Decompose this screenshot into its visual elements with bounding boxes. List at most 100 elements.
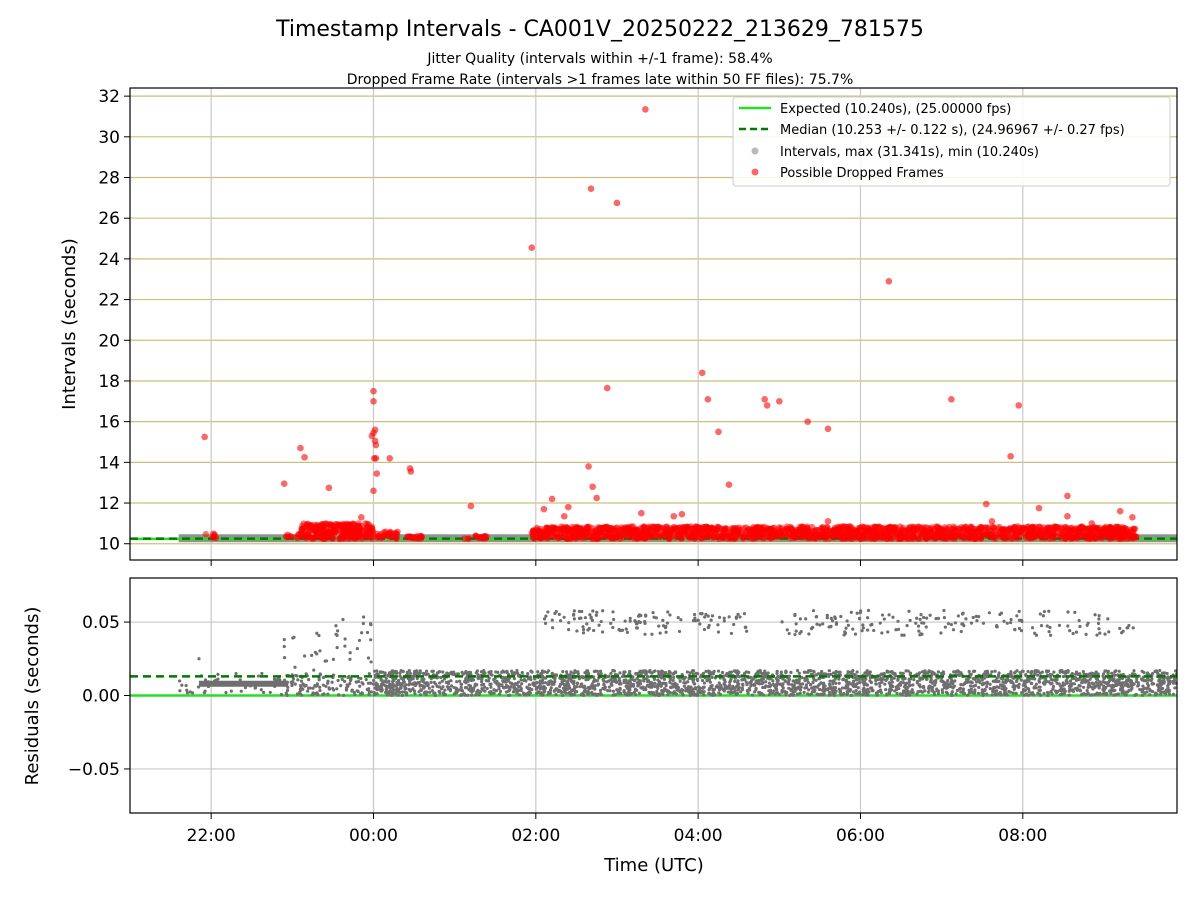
residual-point <box>405 670 409 674</box>
residual-point <box>700 690 704 694</box>
residual-point <box>995 689 999 693</box>
top-axes-frame <box>129 87 1178 561</box>
residual-point <box>449 679 453 683</box>
residual-point <box>885 692 889 696</box>
dropped-frame-point <box>372 454 380 462</box>
residual-point <box>1124 693 1128 697</box>
residual-point <box>759 671 763 675</box>
dropped-frame-point <box>715 535 723 542</box>
dropped-frame-point <box>467 502 475 510</box>
residual-point <box>741 682 745 686</box>
residual-point <box>1003 692 1007 697</box>
residual-point <box>878 684 882 688</box>
residual-point <box>1167 688 1171 693</box>
residual-point <box>1105 682 1109 686</box>
residual-point <box>335 687 339 691</box>
residual-point <box>803 686 807 690</box>
residual-point <box>1046 693 1050 698</box>
residual-point <box>275 677 280 682</box>
dropped-frame-point <box>773 530 780 537</box>
residual-point <box>797 677 801 681</box>
residual-point <box>716 669 721 673</box>
residual-point <box>598 669 603 673</box>
residual-point <box>1019 678 1023 682</box>
dropped-frame-point <box>1035 504 1043 512</box>
dropped-frame-point <box>1084 525 1091 533</box>
residual-point <box>438 681 442 685</box>
residual-point <box>921 685 926 689</box>
residual-point <box>1120 676 1125 681</box>
dropped-frame-point <box>1036 523 1043 531</box>
residual-point <box>666 610 670 614</box>
residual-point <box>811 680 815 685</box>
dropped-frame-point <box>407 468 415 475</box>
residual-point <box>542 685 546 689</box>
residual-point <box>831 671 836 675</box>
residual-point <box>391 676 395 681</box>
residual-point <box>696 672 700 676</box>
top-y-tick-label: 22 <box>98 291 120 311</box>
residual-point <box>349 677 353 682</box>
residual-point <box>561 690 566 694</box>
residual-point <box>272 677 277 681</box>
residual-point <box>966 693 970 697</box>
residual-point <box>657 680 661 684</box>
residual-point <box>368 681 373 685</box>
dropped-frame-point <box>1045 524 1052 531</box>
residual-point <box>875 692 879 696</box>
residual-point <box>918 678 922 682</box>
dropped-frame-point <box>672 525 680 532</box>
residual-point <box>976 691 981 695</box>
dropped-frame-point <box>578 526 586 533</box>
residual-point <box>384 676 388 681</box>
residual-point <box>1086 679 1090 683</box>
residual-point <box>568 690 572 695</box>
residual-point <box>607 674 611 678</box>
residual-point <box>665 689 669 693</box>
residual-point <box>747 686 751 691</box>
residual-point <box>396 679 401 683</box>
residual-point <box>722 689 726 693</box>
residual-point <box>475 683 479 687</box>
residual-point <box>283 678 287 682</box>
residual-point <box>866 693 870 697</box>
residual-point <box>717 681 721 685</box>
residual-point <box>1064 671 1068 675</box>
residual-point <box>708 680 712 684</box>
residual-point <box>512 676 517 681</box>
residual-point <box>787 677 791 681</box>
residual-point <box>430 669 434 673</box>
dropped-frame-point <box>202 530 210 538</box>
residual-point <box>642 679 646 683</box>
residual-point <box>494 670 498 674</box>
residual-point <box>1150 682 1154 686</box>
residual-point <box>695 692 700 696</box>
residual-point <box>735 674 739 678</box>
residual-point <box>831 691 835 696</box>
residual-point <box>1157 679 1161 683</box>
residual-point <box>846 685 850 689</box>
residual-point <box>1044 677 1048 681</box>
residual-point <box>273 684 277 688</box>
dropped-frame-point <box>783 523 791 530</box>
residual-point <box>520 682 524 686</box>
dropped-frame-point <box>638 532 645 540</box>
dropped-frame-point <box>733 533 740 540</box>
residual-point <box>890 683 894 688</box>
residual-point <box>602 682 606 687</box>
dropped-frame-point <box>287 532 294 540</box>
residual-point <box>1135 677 1139 681</box>
residual-point <box>542 617 547 621</box>
residual-point <box>758 691 762 695</box>
dropped-frame-point <box>566 534 573 541</box>
residual-point <box>622 690 626 694</box>
residual-point <box>930 687 934 691</box>
dropped-frame-point <box>758 526 765 534</box>
residual-point <box>882 672 886 676</box>
residual-point <box>631 684 636 688</box>
residual-point <box>1051 684 1056 689</box>
residual-point <box>432 680 436 685</box>
dropped-frame-point <box>934 530 941 538</box>
residual-point <box>1144 686 1149 691</box>
residual-point <box>599 691 603 696</box>
